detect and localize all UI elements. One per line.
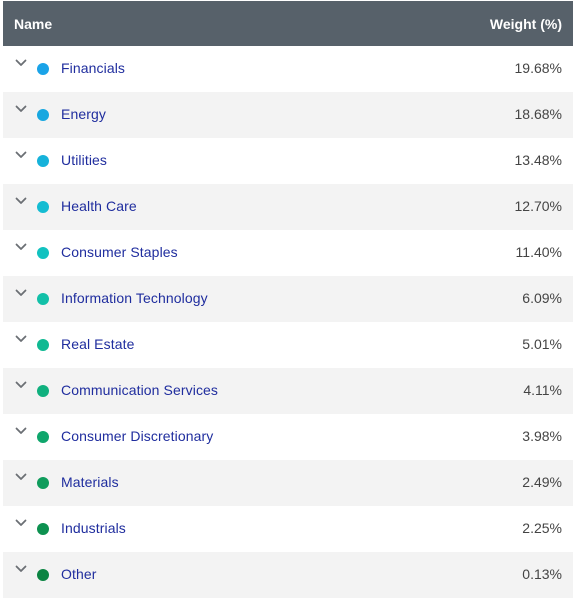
table-row[interactable]: Information Technology 6.09% [3,276,573,322]
name-column-header[interactable]: Name [14,15,53,32]
sector-name-link[interactable]: Materials [61,474,119,490]
sector-weight-value: 12.70% [514,198,562,214]
sector-name-link[interactable]: Health Care [61,198,137,214]
table-header: Name Weight (%) [3,1,573,46]
sector-name-link[interactable]: Other [61,566,97,582]
chevron-down-icon[interactable] [15,105,27,115]
sector-name-link[interactable]: Information Technology [61,290,208,306]
chevron-down-icon[interactable] [15,565,27,575]
table-row[interactable]: Industrials 2.25% [3,506,573,552]
chevron-down-icon[interactable] [15,427,27,437]
sector-weight-value: 11.40% [515,244,562,260]
chevron-down-icon[interactable] [15,243,27,253]
sector-name-link[interactable]: Communication Services [61,382,219,398]
sector-color-dot [37,477,49,489]
sector-weight-value: 2.49% [522,474,562,490]
sector-weight-value: 6.09% [522,290,562,306]
sector-color-dot [37,247,49,259]
sector-name-link[interactable]: Consumer Staples [61,244,178,260]
sector-name-link[interactable]: Utilities [61,152,108,168]
chevron-down-icon[interactable] [15,473,27,483]
sector-name-link[interactable]: Consumer Discretionary [61,428,214,444]
sector-weight-value: 19.68% [514,60,562,76]
table-row[interactable]: Energy 18.68% [3,92,573,138]
sector-color-dot [37,155,49,167]
sector-color-dot [37,431,49,443]
table-row[interactable]: Materials 2.49% [3,460,573,506]
table-row[interactable]: Real Estate 5.01% [3,322,573,368]
sector-color-dot [37,293,49,305]
sector-color-dot [37,569,49,581]
sector-color-dot [37,385,49,397]
table-row[interactable]: Communication Services 4.11% [3,368,573,414]
sector-weight-value: 3.98% [522,428,562,444]
chevron-down-icon[interactable] [15,151,27,161]
sector-weight-value: 18.68% [514,106,562,122]
chevron-down-icon[interactable] [15,197,27,207]
chevron-down-icon[interactable] [15,289,27,299]
chevron-down-icon[interactable] [15,59,27,69]
table-row[interactable]: Other 0.13% [3,552,573,598]
sector-color-dot [37,339,49,351]
sector-weight-value: 13.48% [514,152,562,168]
chevron-down-icon[interactable] [15,335,27,345]
sector-color-dot [37,201,49,213]
sector-color-dot [37,523,49,535]
table-body: Financials 19.68% Energy 18.68% Utilities 13.… [3,46,573,598]
sector-weight-value: 0.13% [522,566,562,582]
sector-name-link[interactable]: Industrials [61,520,126,536]
chevron-down-icon[interactable] [15,519,27,529]
table-row[interactable]: Utilities 13.48% [3,138,573,184]
table-row[interactable]: Financials 19.68% [3,46,573,92]
sector-weight-value: 2.25% [522,520,562,536]
sector-weight-value: 5.01% [522,336,562,352]
table-row[interactable]: Consumer Staples 11.40% [3,230,573,276]
sector-name-link[interactable]: Financials [61,60,126,76]
table-row[interactable]: Consumer Discretionary 3.98% [3,414,573,460]
table-row[interactable]: Health Care 12.70% [3,184,573,230]
sector-name-link[interactable]: Real Estate [61,336,135,352]
weight-column-header[interactable]: Weight (%) [489,15,562,32]
sector-color-dot [37,63,49,75]
sector-weight-value: 4.11% [523,382,562,398]
sector-color-dot [37,109,49,121]
sector-weight-table: Name Weight (%) Financials 19.68% Energy 18… [3,1,573,598]
sector-name-link[interactable]: Energy [61,106,106,122]
chevron-down-icon[interactable] [15,381,27,391]
